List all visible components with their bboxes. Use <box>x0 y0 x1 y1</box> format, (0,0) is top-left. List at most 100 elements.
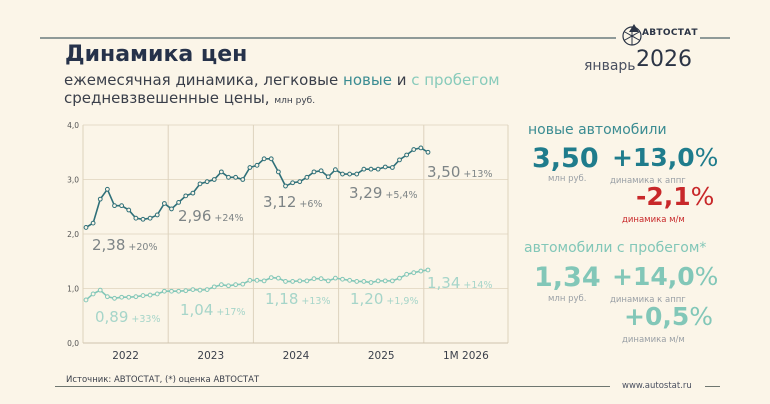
used-data-point <box>169 288 174 294</box>
new-data-point <box>368 166 374 172</box>
new-annotation: 2,96 +24% <box>178 207 243 225</box>
used-data-point <box>325 278 331 284</box>
bottom-divider-end <box>705 386 720 387</box>
new-data-point <box>275 169 281 175</box>
new-data-point <box>340 171 345 177</box>
used-cars-mom-label: динамика м/м <box>622 335 685 345</box>
subtitle-and: и <box>391 71 412 89</box>
used-data-point <box>204 287 210 292</box>
new-cars-yoy-label: динамика к аппг <box>610 176 686 186</box>
used-data-point <box>418 268 424 274</box>
new-data-point <box>304 174 310 180</box>
new-data-point <box>161 201 167 206</box>
new-data-point <box>204 179 210 185</box>
new-annotation-change: +24% <box>214 213 243 224</box>
subtitle: ежемесячная динамика, легковые новые и с… <box>64 71 500 89</box>
used-cars-mom: +0,5% <box>624 302 713 331</box>
new-annotation-value: 3,12 <box>263 193 296 211</box>
used-cars-heading: автомобили с пробегом* <box>524 240 707 256</box>
used-data-point <box>354 279 360 284</box>
new-data-point <box>354 171 360 177</box>
used-data-point <box>247 277 253 283</box>
price-chart: 0,0 1,0 2,0 3,0 4,0 2022 2023 2024 2025 1M 2026 2,… <box>67 121 509 362</box>
y-tick-label: 1,0 <box>67 285 79 294</box>
subtitle-text: ежемесячная динамика, легковые <box>64 71 344 89</box>
x-tick-label: 2024 <box>283 350 310 362</box>
new-annotation: 3,29 +5,4% <box>349 184 418 202</box>
new-data-point <box>240 177 246 182</box>
used-cars-yoy: +14,0% <box>612 262 718 291</box>
used-yoy-value: +14,0 <box>612 262 695 291</box>
new-data-point <box>218 169 224 175</box>
new-annotation-change: +5,4% <box>385 190 417 201</box>
new-data-point <box>411 147 417 152</box>
new-data-point <box>147 215 153 221</box>
used-annotation: 1,04 +17% <box>180 301 245 319</box>
y-tick-label: 2,0 <box>67 230 79 239</box>
new-data-point <box>418 145 424 151</box>
y-tick-label: 3,0 <box>67 176 79 185</box>
used-data-point <box>311 276 317 282</box>
website-link[interactable]: www.autostat.ru <box>622 381 692 391</box>
y-tick-label: 4,0 <box>67 121 79 130</box>
new-data-point <box>112 203 117 209</box>
used-data-point <box>190 287 196 292</box>
new-cars-price: 3,50 <box>532 143 599 174</box>
used-data-point <box>218 282 224 288</box>
used-data-point <box>97 287 103 293</box>
percent-sign: % <box>690 182 715 211</box>
new-data-point <box>425 149 431 155</box>
used-data-point <box>375 278 381 284</box>
used-annotation-value: 1,34 <box>427 274 460 292</box>
new-data-point <box>389 165 395 170</box>
used-data-point <box>161 288 167 294</box>
new-data-point <box>190 190 196 196</box>
new-data-point <box>382 164 388 170</box>
new-data-point <box>347 171 353 177</box>
top-divider <box>40 37 616 39</box>
used-data-point <box>211 284 217 290</box>
used-data-point <box>104 294 110 300</box>
used-annotation-change: +17% <box>216 307 245 318</box>
x-tick-label: 2025 <box>368 350 395 362</box>
new-data-point <box>361 166 367 172</box>
used-data-point <box>119 294 125 300</box>
new-data-point <box>154 212 160 218</box>
new-cars-heading: новые автомобили <box>528 122 667 138</box>
used-data-point <box>197 287 203 293</box>
x-tick-label: 2022 <box>112 350 139 362</box>
autostat-logo-icon <box>622 24 642 46</box>
used-data-point <box>361 279 367 284</box>
source-note: Источник: АВТОСТАТ, (*) оценка АВТОСТАТ <box>66 375 260 385</box>
used-data-point <box>261 278 267 284</box>
new-data-point <box>375 166 381 172</box>
new-data-point <box>133 215 139 221</box>
new-annotation: 3,12 +6% <box>263 193 322 211</box>
used-data-point <box>83 297 89 303</box>
new-data-point <box>83 225 89 230</box>
used-data-point <box>140 293 146 298</box>
new-data-point <box>226 174 231 180</box>
used-data-point <box>133 294 139 300</box>
new-annotation-change: +13% <box>463 169 492 180</box>
new-data-point <box>119 203 125 209</box>
y-tick-label: 0,0 <box>67 339 79 348</box>
used-data-point <box>290 279 296 284</box>
report-month: январь <box>584 58 636 74</box>
report-year: 2026 <box>636 47 692 72</box>
used-data-point <box>283 279 288 284</box>
top-divider-end <box>700 37 730 39</box>
new-data-point <box>297 179 303 185</box>
x-tick-label: 2023 <box>197 350 224 362</box>
new-data-point <box>325 174 331 180</box>
new-data-point <box>404 152 410 158</box>
used-annotation-value: 0,89 <box>95 308 128 326</box>
subtitle-used: с пробегом <box>411 71 500 89</box>
new-mom-value: -2,1 <box>636 182 691 211</box>
new-data-point <box>183 193 189 199</box>
used-data-point <box>318 276 324 282</box>
used-data-point <box>411 270 417 276</box>
percent-sign: % <box>689 302 713 331</box>
new-annotation-value: 2,96 <box>178 207 211 225</box>
used-data-point <box>425 267 431 273</box>
